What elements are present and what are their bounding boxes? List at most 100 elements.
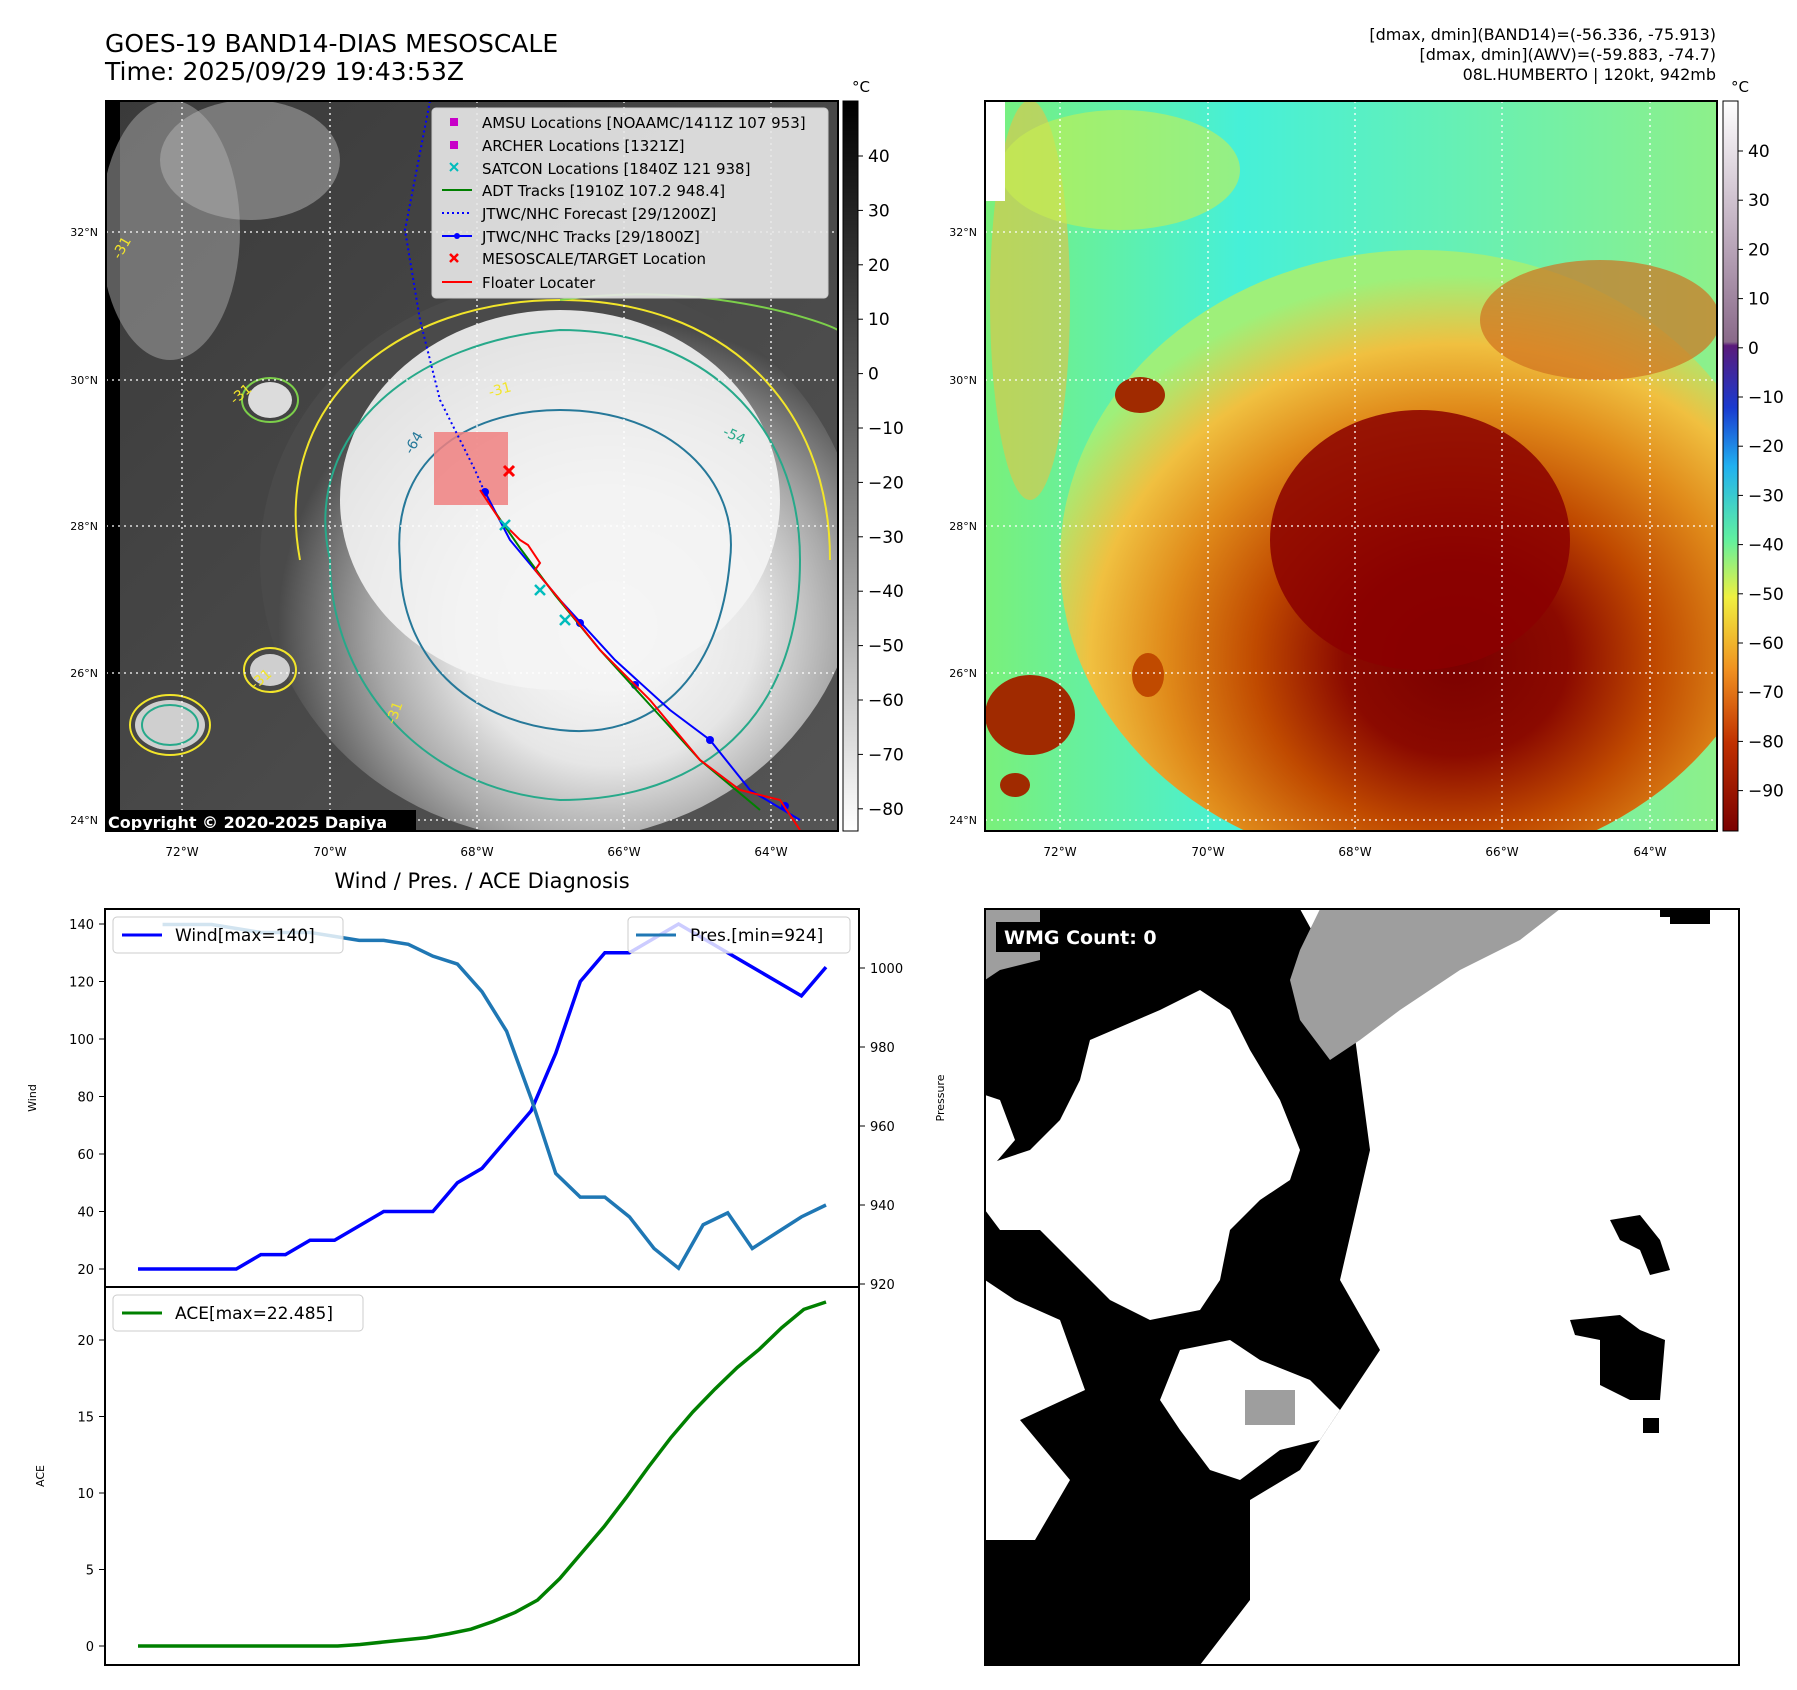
ir-colorbar: °C 40 30 20 10 0 −10 −20 −30 −40 −50 −60 −70 −80 — [842, 78, 904, 832]
lat-tick-label: 30°N — [70, 374, 98, 387]
lon-tick-label: 70°W — [1191, 845, 1224, 859]
ace-y-tick-label: 5 — [86, 1564, 94, 1579]
colorbar-tick-label: −50 — [868, 637, 904, 657]
colorbar-tick-label: 40 — [868, 147, 890, 167]
ace-y-tick-label: 0 — [86, 1640, 94, 1655]
colorbar-tick-label: −80 — [1748, 732, 1784, 752]
lon-tick-label: 68°W — [460, 845, 493, 859]
contour-label: -31 — [487, 379, 513, 400]
wind-y-tick-label: 20 — [77, 1263, 94, 1278]
colorbar-tick-label: −30 — [868, 528, 904, 548]
colorbar-tick-label: 30 — [1748, 191, 1770, 211]
ir-panel: -64 -54 -31 -31 -31 -31 -31 — [105, 78, 904, 832]
colorbar-tick-label: −40 — [1748, 536, 1784, 556]
wind-y-tick-label: 40 — [77, 1206, 94, 1221]
figure-title-line2: Time: 2025/09/29 19:43:53Z — [104, 57, 464, 86]
wind-legend: Wind[max=140] — [112, 916, 344, 954]
wind-y-tick-label: 140 — [69, 918, 94, 933]
legend-label: Pres.[min=924] — [690, 926, 823, 946]
target-marker — [502, 464, 516, 478]
colorbar-tick-label: −70 — [1748, 683, 1784, 703]
lon-tick-label: 66°W — [607, 845, 640, 859]
lon-tick-label: 68°W — [1338, 845, 1371, 859]
colorbar-tick-label: −30 — [1748, 486, 1784, 506]
wind-axis-label: Wind — [26, 1084, 39, 1112]
colorbar-tick-label: −60 — [868, 691, 904, 711]
colorbar-tick-label: 30 — [868, 201, 890, 221]
info-line1: [dmax, dmin](BAND14)=(-56.336, -75.913) — [1369, 25, 1716, 44]
lat-tick-label: 26°N — [70, 667, 98, 680]
legend-label: ACE[max=22.485] — [175, 1304, 333, 1324]
pressure-y-tick-label: 940 — [870, 1199, 895, 1214]
ace-series-line — [138, 1300, 827, 1648]
jtwc-track — [484, 491, 801, 821]
lon-tick-label: 72°W — [165, 845, 198, 859]
colorbar-tick-label: −10 — [1748, 388, 1784, 408]
legend-label: AMSU Locations [NOAAMC/1411Z 107 953] — [482, 114, 806, 132]
colorbar-tick-label: −70 — [868, 745, 904, 765]
pressure-y-tick-label: 920 — [870, 1278, 895, 1293]
lat-tick-label: 28°N — [70, 520, 98, 533]
colorbar-tick-label: −80 — [868, 800, 904, 820]
wind-y-tick-label: 100 — [69, 1033, 94, 1048]
pressure-axis-label: Pressure — [934, 1074, 947, 1121]
contour-label: -31 — [384, 699, 407, 726]
pressure-legend: Pres.[min=924] — [627, 916, 851, 954]
lon-tick-label: 64°W — [754, 845, 787, 859]
figure-title-line1: GOES-19 BAND14-DIAS MESOSCALE — [105, 29, 558, 58]
ace-axis-label: ACE — [34, 1465, 47, 1487]
colorbar-tick-label: −20 — [868, 473, 904, 493]
ace-y-tick-label: 15 — [77, 1411, 94, 1426]
lat-tick-label: 28°N — [949, 520, 977, 533]
copyright-text: Copyright © 2020-2025 Dapiya — [108, 813, 387, 832]
ace-legend: ACE[max=22.485] — [112, 1294, 364, 1332]
lat-tick-label: 24°N — [949, 814, 977, 827]
lat-tick-label: 24°N — [70, 814, 98, 827]
colorbar-tick-label: 10 — [868, 310, 890, 330]
wind-y-tick-label: 80 — [77, 1091, 94, 1106]
info-line3: 08L.HUMBERTO | 120kt, 942mb — [1463, 65, 1716, 84]
colorbar-unit: °C — [1731, 78, 1749, 96]
wind-pressure-chart: 20 40 60 80 100 120 140 920 940 960 980 1000 Wind P… — [26, 908, 947, 1293]
awv-imagery — [985, 101, 1717, 831]
legend-label: Wind[max=140] — [175, 926, 315, 946]
lon-tick-label: 64°W — [1633, 845, 1666, 859]
legend-label: SATCON Locations [1840Z 121 938] — [482, 160, 750, 178]
lon-tick-label: 70°W — [313, 845, 346, 859]
pressure-y-tick-label: 960 — [870, 1120, 895, 1135]
wmg-mask — [985, 909, 1710, 1665]
lat-tick-label: 32°N — [70, 226, 98, 239]
wmg-panel: WMG Count: 0 — [984, 908, 1740, 1666]
lat-tick-label: 30°N — [949, 374, 977, 387]
ace-chart: 0 5 10 15 20 ACE ACE[max=22.485] — [34, 1286, 860, 1666]
legend-label: JTWC/NHC Tracks [29/1800Z] — [481, 228, 700, 246]
colorbar-tick-label: −20 — [1748, 437, 1784, 457]
colorbar-tick-label: 10 — [1748, 290, 1770, 310]
lon-tick-label: 72°W — [1043, 845, 1076, 859]
colorbar-tick-label: −40 — [868, 582, 904, 602]
floater-box — [434, 432, 508, 505]
pressure-y-tick-label: 1000 — [870, 962, 903, 977]
awv-gridlines — [985, 101, 1717, 831]
lon-tick-label: 66°W — [1485, 845, 1518, 859]
legend-label: JTWC/NHC Forecast [29/1200Z] — [481, 205, 716, 223]
colorbar-tick-label: −90 — [1748, 782, 1784, 802]
colorbar-unit: °C — [852, 78, 870, 96]
legend-label: Floater Locater — [482, 274, 596, 292]
awv-panel: °C 40 30 20 10 0 −10 −20 −30 −40 −50 −60 −70 −80 −90 — [984, 78, 1784, 832]
floater-track — [479, 489, 801, 831]
colorbar-tick-label: 0 — [868, 365, 879, 385]
awv-colorbar: °C 40 30 20 10 0 −10 −20 −30 −40 −50 −60 −70 −80 −90 — [1722, 78, 1784, 832]
legend-label: ADT Tracks [1910Z 107.2 948.4] — [482, 182, 725, 200]
colorbar-tick-label: −60 — [1748, 634, 1784, 654]
colorbar-tick-label: −10 — [868, 419, 904, 439]
diagnosis-title: Wind / Pres. / ACE Diagnosis — [334, 869, 629, 893]
wind-y-tick-label: 120 — [69, 976, 94, 991]
ace-y-tick-label: 10 — [77, 1487, 94, 1502]
pressure-y-tick-label: 980 — [870, 1041, 895, 1056]
colorbar-tick-label: 20 — [1748, 240, 1770, 260]
ace-y-tick-label: 20 — [77, 1334, 94, 1349]
map-tick-labels: 32°N 32°N 30°N 30°N 28°N 28°N 26°N 26°N 24°N 24°N… — [70, 226, 1666, 859]
lat-tick-label: 32°N — [949, 226, 977, 239]
